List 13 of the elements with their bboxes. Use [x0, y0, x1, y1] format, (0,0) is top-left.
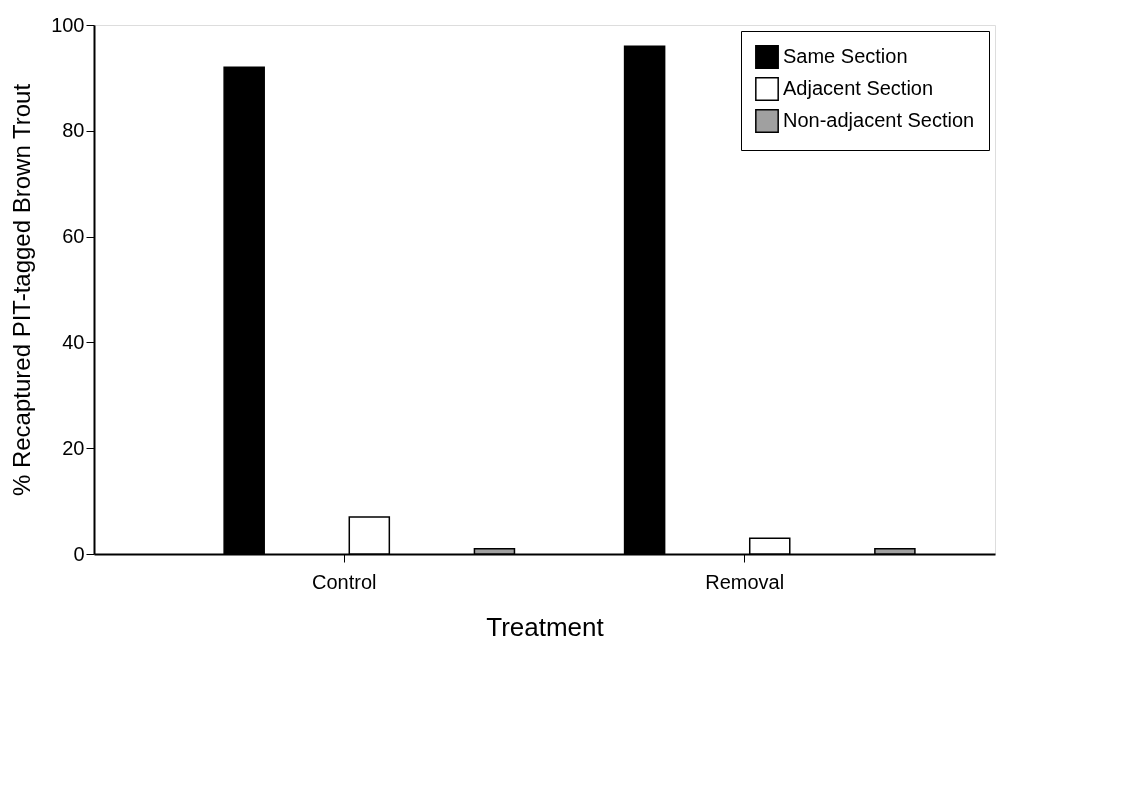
y-tick-label: 100 — [51, 13, 85, 36]
legend-label: Adjacent Section — [783, 77, 934, 99]
y-tick-label: 0 — [73, 542, 85, 565]
legend-label: Non-adjacent Section — [783, 109, 975, 131]
y-tick-label: 80 — [62, 119, 85, 142]
y-tick-label: 20 — [62, 436, 85, 459]
x-axis-title: Treatment — [486, 611, 605, 642]
x-tick-label: Removal — [705, 570, 785, 593]
y-tick-label: 40 — [62, 330, 85, 353]
legend-label: Same Section — [783, 45, 908, 67]
x-tick-label: Control — [312, 570, 377, 593]
y-tick-label: 60 — [62, 225, 85, 248]
y-axis-title: % Recaptured PIT-tagged Brown Trout — [8, 83, 36, 497]
